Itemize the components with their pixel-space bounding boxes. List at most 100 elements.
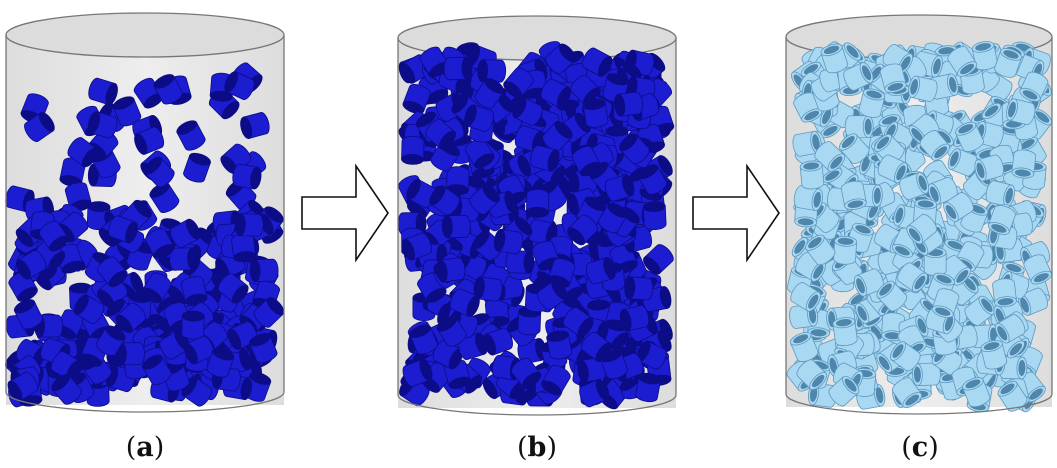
cylinder-particle [579, 378, 610, 408]
ring-particle [997, 381, 1028, 412]
cylinder-particle [604, 174, 635, 202]
cylinder-particle [249, 258, 279, 283]
cylinder-particle [429, 185, 460, 216]
cylinder-particle [108, 215, 138, 244]
cylinder-particle [425, 118, 456, 150]
ring-particle [994, 314, 1026, 344]
ring-particle [877, 154, 908, 184]
ring-particle [1019, 71, 1049, 102]
panel-a [5, 12, 285, 413]
cylinder-particle [115, 302, 147, 334]
cylinder-particle [469, 184, 500, 215]
cylinder-particle [457, 332, 488, 360]
ring-particle [853, 268, 884, 297]
cylinder-particle [88, 77, 118, 106]
ring-particle [799, 160, 825, 190]
cylinder-particle [170, 218, 201, 249]
cylinder-particle [206, 347, 235, 378]
cylinder-particle [540, 78, 571, 108]
cylinder-particle [183, 152, 211, 183]
cylinder-particle [581, 331, 612, 363]
ring-particle [931, 288, 960, 318]
cylinder-particle [224, 71, 255, 100]
ring-particle [906, 213, 938, 245]
right-arrow-icon [692, 163, 780, 263]
cylinder-particle [141, 272, 172, 304]
ring-particle [1011, 149, 1037, 179]
ring-particle [889, 341, 921, 372]
ring-particle [980, 340, 1008, 370]
cylinder-particle [232, 163, 262, 190]
ring-particle [911, 362, 941, 386]
ring-particle [805, 234, 836, 266]
ring-particle [843, 62, 874, 91]
cylinder-particle [586, 257, 616, 285]
ring-particle [844, 115, 874, 139]
ring-particle [833, 235, 858, 265]
cylinder-particle [64, 182, 92, 212]
ring-particle [987, 205, 1016, 235]
right-arrow-icon [301, 163, 389, 263]
cylinder-particle [474, 78, 505, 109]
cylinder-particle [582, 47, 613, 77]
ring-particle [964, 295, 996, 326]
cylinder-particle [563, 306, 594, 338]
ring-particle [974, 154, 1004, 182]
cylinder-particle [97, 256, 128, 288]
cylinder-particle [436, 257, 466, 283]
ring-particle [814, 141, 846, 172]
cylinder-particle [142, 354, 172, 386]
cylinder-particle [73, 294, 105, 324]
cylinder-particle [217, 273, 249, 304]
cylinder-particle [477, 59, 507, 83]
ring-particle [947, 46, 978, 77]
ring-particle [899, 172, 930, 201]
container-b-outline [397, 38, 677, 416]
cylinder-particle [600, 349, 628, 380]
cylinder-particle [15, 250, 47, 280]
cylinder-particle [546, 330, 573, 360]
cylinder-particle [637, 164, 668, 195]
cylinder-particle [181, 310, 205, 340]
cylinder-particle [115, 342, 145, 366]
ring-particle [891, 377, 923, 408]
cylinder-particle [51, 374, 82, 405]
cylinder-particle [67, 137, 99, 168]
ring-particle [891, 227, 921, 258]
cylinder-particle [464, 104, 494, 133]
ring-particle [789, 332, 819, 363]
cylinder-particle [545, 43, 576, 74]
cylinder-particle [530, 145, 560, 172]
cylinder-particle [144, 156, 175, 188]
cylinder-particle [503, 67, 534, 99]
ring-particle [793, 185, 823, 212]
cylinder-particle [55, 243, 84, 274]
cylinder-particle [231, 233, 257, 263]
ring-particle [929, 73, 959, 100]
cylinder-particle [525, 188, 550, 218]
cylinder-particle [7, 371, 38, 402]
ring-particle [790, 282, 821, 312]
cylinder-particle [436, 316, 467, 347]
cylinder-particle [643, 244, 674, 275]
ring-particle [985, 180, 1016, 207]
ring-particle [962, 377, 991, 408]
cylinder-particle [176, 120, 206, 151]
cylinder-particle [614, 91, 644, 117]
cylinder-particle [449, 288, 480, 317]
cylinder-particle [409, 324, 438, 355]
cylinder-particle [95, 325, 126, 357]
container-c-outline [785, 37, 1053, 415]
cylinder-particle [636, 340, 667, 370]
ring-particle [820, 43, 849, 74]
cylinder-particle [406, 178, 437, 209]
cylinder-particle [567, 214, 598, 246]
particles-c [786, 41, 1053, 413]
particles-b [397, 41, 675, 410]
container-a-outline [5, 35, 285, 413]
ring-particle [876, 280, 908, 312]
ring-particle [994, 48, 1022, 78]
cylinder-particle [50, 350, 82, 381]
cylinder-particle [38, 220, 69, 252]
